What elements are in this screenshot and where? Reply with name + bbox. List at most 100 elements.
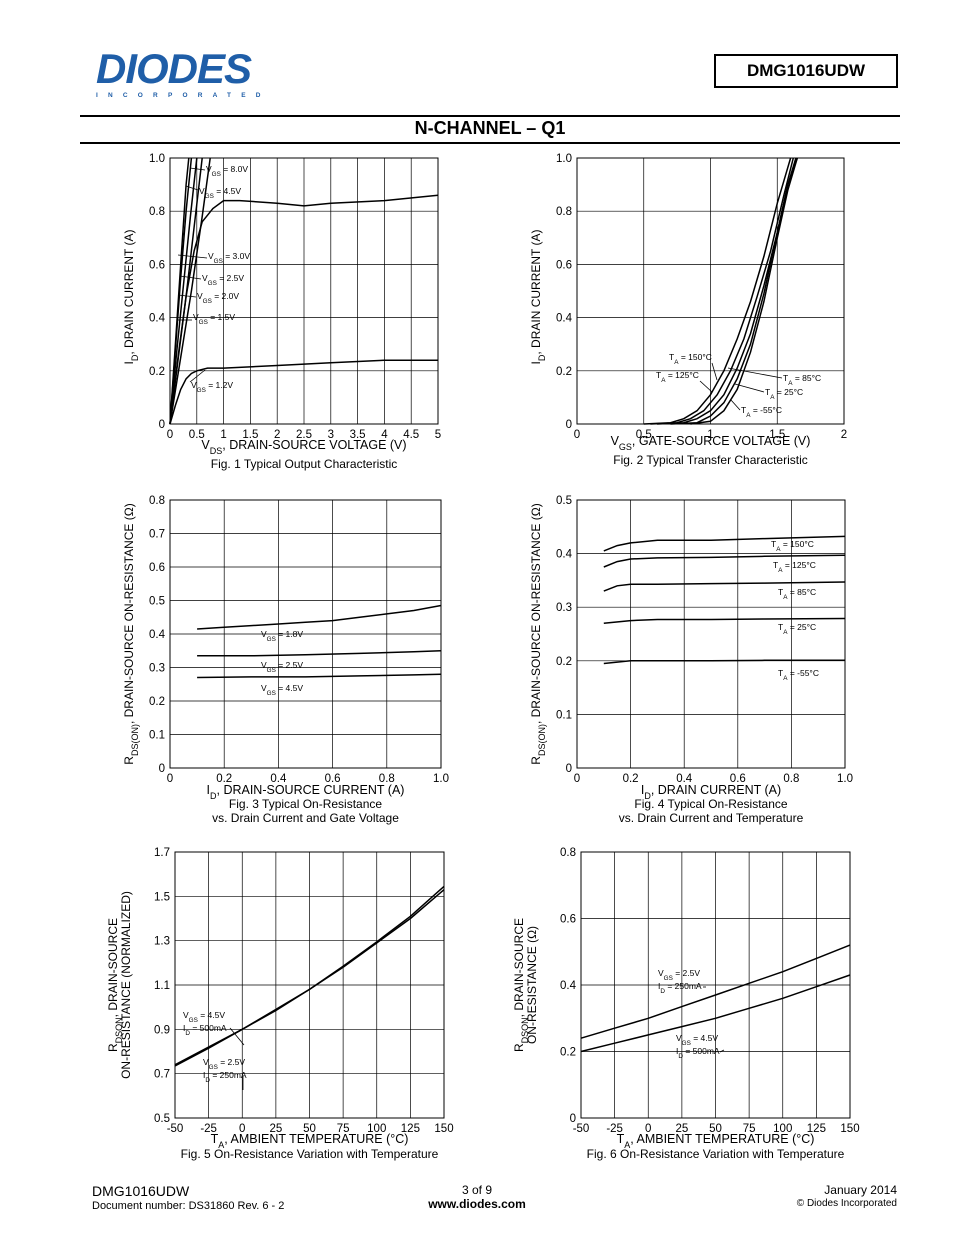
series-line: [690, 157, 799, 425]
y-tick-label: 0.2: [560, 1047, 576, 1059]
y-axis-label: ON-RESISTANCE (Ω): [525, 926, 539, 1044]
x-tick-label: 50: [303, 1123, 316, 1135]
y-tick-label: 0: [159, 419, 165, 431]
y-tick-label: 0: [566, 419, 572, 431]
y-tick-label: 0.1: [149, 730, 165, 742]
leader-line: [734, 383, 765, 393]
x-axis-label: TA, AMBIENT TEMPERATURE (°C): [617, 1132, 815, 1150]
series-line: [670, 157, 799, 425]
chart-fig4: [576, 499, 846, 769]
y-tick-label: 0.8: [556, 206, 572, 218]
x-tick-label: 3.5: [350, 429, 366, 441]
series-label: ID = 500mA: [183, 1023, 227, 1037]
part-number-box: DMG1016UDW: [714, 54, 898, 88]
x-tick-label: 1.5: [242, 429, 258, 441]
x-tick-label: 0: [167, 773, 173, 785]
x-axis-label: VDS, DRAIN-SOURCE VOLTAGE (V): [201, 438, 406, 456]
x-tick-label: 0: [574, 773, 580, 785]
series-label: TA = -55°C: [741, 405, 782, 419]
y-axis-label: RDS(ON), DRAIN-SOURCE ON-RESISTANCE (Ω): [529, 503, 547, 764]
y-tick-label: 0: [159, 763, 165, 775]
x-tick-label: 1.0: [433, 773, 449, 785]
x-tick-label: 2: [841, 429, 847, 441]
series-line: [603, 617, 846, 625]
x-tick-label: 3: [328, 429, 334, 441]
series-line: [643, 157, 792, 425]
footer-website[interactable]: www.diodes.com: [428, 1197, 526, 1211]
series-line: [580, 974, 851, 1053]
x-axis-label: ID, DRAIN-SOURCE CURRENT (A): [207, 783, 405, 801]
figure-caption: Fig. 4 Typical On-Resistance: [634, 797, 788, 811]
x-tick-label: 25: [269, 1123, 282, 1135]
y-axis-label: RDSON, DRAIN-SOURCE: [512, 918, 530, 1052]
x-tick-label: 0.4: [676, 773, 693, 785]
y-tick-label: 0.2: [556, 656, 572, 668]
y-tick-label: 0.6: [556, 259, 572, 271]
series-label: TA = 25°C: [765, 387, 803, 401]
footer-doc-number: Document number: DS31860 Rev. 6 - 2: [92, 1200, 285, 1212]
x-axis-label: VGS, GATE-SOURCE VOLTAGE (V): [611, 434, 811, 452]
plot-frame: [169, 157, 439, 425]
chart-fig3: [169, 499, 442, 769]
series-line: [169, 157, 198, 425]
footer-copyright: © Diodes Incorporated: [796, 1198, 897, 1209]
header-rule: [80, 115, 900, 117]
series-label: VGS = 2.5V: [658, 968, 700, 982]
y-tick-label: 0.6: [149, 259, 165, 271]
series-line: [197, 604, 442, 630]
x-tick-label: 0.2: [623, 773, 639, 785]
x-tick-label: -25: [606, 1123, 623, 1135]
x-tick-label: 150: [840, 1123, 859, 1135]
y-tick-label: 0.4: [556, 313, 573, 325]
chart-fig1: [169, 157, 439, 425]
x-tick-label: 100: [773, 1123, 792, 1135]
leader-line: [185, 185, 199, 191]
section-rule: [80, 142, 900, 144]
series-line: [580, 944, 851, 1039]
y-tick-label: 0.7: [149, 529, 165, 541]
x-tick-label: 1: [220, 429, 226, 441]
series-label: TA = 125°C: [656, 370, 699, 384]
x-tick-label: 4.5: [403, 429, 419, 441]
diodes-logo: DIODES INCORPORATED: [96, 48, 286, 100]
y-tick-label: 1.1: [154, 980, 170, 992]
x-tick-label: -50: [167, 1123, 184, 1135]
y-tick-label: 1.3: [154, 936, 170, 948]
series-line: [603, 535, 846, 552]
y-tick-label: 1.7: [154, 847, 170, 859]
x-tick-label: 125: [807, 1123, 826, 1135]
x-tick-label: 1.0: [837, 773, 853, 785]
series-line: [174, 885, 445, 1067]
series-label: VGS = 2.5V: [202, 273, 244, 287]
x-tick-label: 75: [337, 1123, 350, 1135]
y-tick-label: 0.2: [149, 366, 165, 378]
y-axis-label: RDS(ON), DRAIN-SOURCE ON-RESISTANCE (Ω): [122, 503, 140, 764]
series-label: ID = 250mA: [658, 981, 702, 995]
x-tick-label: 0.6: [325, 773, 341, 785]
plot-frame: [576, 499, 846, 769]
x-tick-label: 150: [434, 1123, 453, 1135]
x-tick-label: 0.8: [379, 773, 395, 785]
series-label: TA = 85°C: [778, 587, 816, 601]
x-axis-label: ID, DRAIN CURRENT (A): [641, 783, 781, 801]
series-label: VGS = 4.5V: [199, 186, 241, 200]
series-label: VGS = 2.5V: [203, 1057, 245, 1071]
plot-frame: [169, 499, 442, 769]
y-tick-label: 0.5: [154, 1113, 170, 1125]
leader-line: [711, 362, 718, 381]
y-tick-label: 0.5: [149, 596, 165, 608]
x-tick-label: 0.8: [783, 773, 799, 785]
figure-caption: Fig. 2 Typical Transfer Characteristic: [613, 453, 808, 467]
figure-caption: Fig. 3 Typical On-Resistance: [229, 797, 383, 811]
y-tick-label: 0.5: [556, 495, 572, 507]
leader-line: [727, 367, 783, 379]
plot-frame: [580, 851, 851, 1119]
footer-page: 3 of 9: [461, 1183, 493, 1197]
y-tick-label: 0: [570, 1113, 576, 1125]
plot-frame: [174, 851, 445, 1119]
x-tick-label: 2.5: [296, 429, 312, 441]
series-label: VGS = 1.5V: [193, 312, 235, 326]
y-axis-label: ID, DRAIN CURRENT (A): [122, 230, 140, 365]
figure-caption: vs. Drain Current and Temperature: [619, 811, 804, 825]
